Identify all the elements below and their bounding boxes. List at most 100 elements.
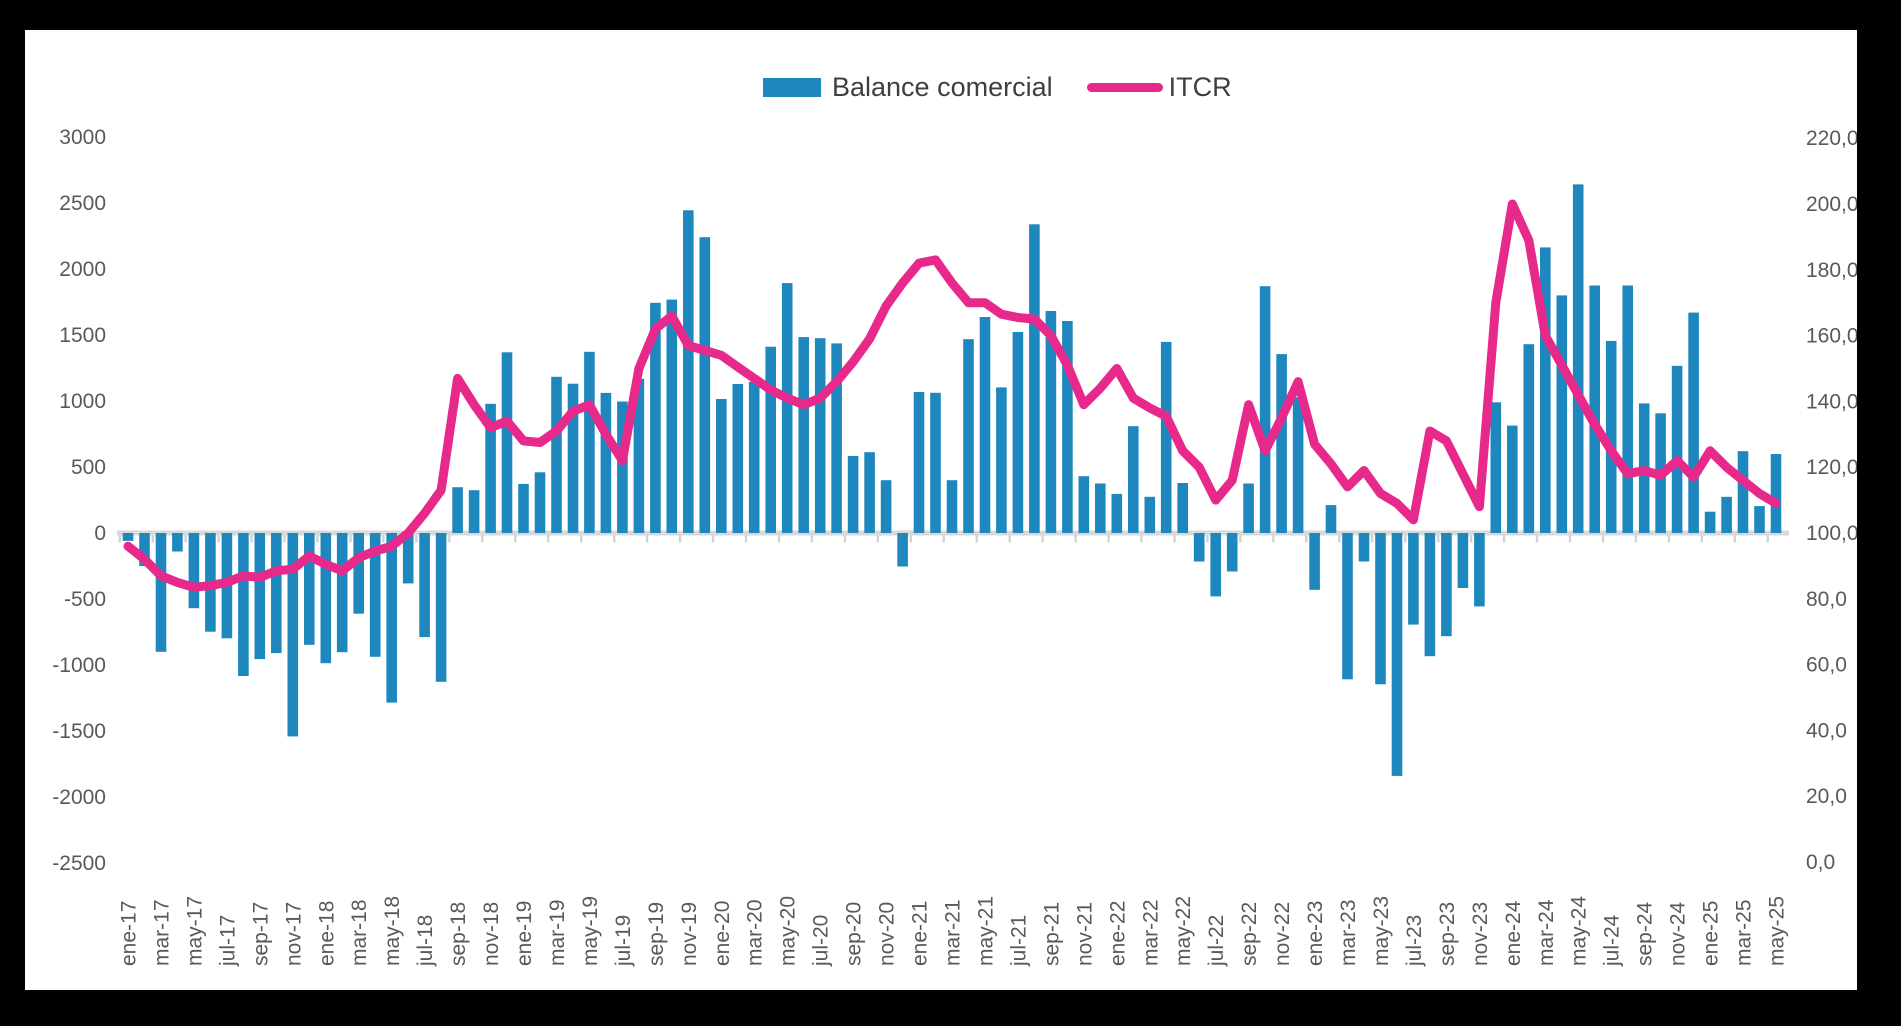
bar-ene-20 bbox=[716, 399, 727, 533]
bar-ene-17 bbox=[122, 533, 134, 541]
bar-ene-21 bbox=[913, 392, 925, 533]
bar-dic-23 bbox=[1490, 402, 1502, 533]
svg-text:60,0: 60,0 bbox=[1806, 654, 1847, 677]
svg-text:may-24: may-24 bbox=[1568, 896, 1591, 966]
bar-jul-20 bbox=[814, 338, 826, 533]
bar-jul-21 bbox=[1012, 332, 1024, 533]
svg-text:may-18: may-18 bbox=[381, 896, 404, 966]
svg-text:sep-23: sep-23 bbox=[1436, 902, 1459, 966]
bar-abr-22 bbox=[1160, 341, 1172, 533]
svg-text:0: 0 bbox=[94, 522, 106, 545]
svg-text:jul-18: jul-18 bbox=[414, 915, 437, 967]
bar-ago-22 bbox=[1226, 533, 1238, 572]
svg-text:jul-23: jul-23 bbox=[1403, 915, 1426, 967]
bar-may-24 bbox=[1572, 184, 1584, 533]
bar-ago-18 bbox=[435, 533, 447, 682]
bar-oct-20 bbox=[864, 452, 875, 533]
bar-jun-21 bbox=[996, 387, 1007, 533]
svg-text:mar-17: mar-17 bbox=[151, 899, 174, 966]
bar-jun-19 bbox=[600, 392, 612, 533]
left-axis: 3000 2500 2000 1500 1000 500 0 -500 -1000 -1500 -2… bbox=[52, 126, 106, 875]
bar-may-23 bbox=[1375, 533, 1386, 685]
svg-text:mar-24: mar-24 bbox=[1535, 899, 1558, 966]
bar-jun-20 bbox=[798, 337, 809, 533]
bar-mar-21 bbox=[946, 480, 958, 533]
svg-text:40,0: 40,0 bbox=[1806, 719, 1847, 742]
bar-feb-22 bbox=[1128, 426, 1139, 533]
svg-text:nov-19: nov-19 bbox=[678, 902, 701, 966]
svg-text:may-21: may-21 bbox=[975, 896, 998, 966]
bar-abr-19 bbox=[567, 383, 579, 533]
svg-text:jul-17: jul-17 bbox=[216, 915, 239, 967]
svg-text:may-20: may-20 bbox=[777, 896, 800, 966]
bar-may-18 bbox=[386, 533, 397, 703]
bar-ago-24 bbox=[1622, 285, 1633, 533]
bar-nov-19 bbox=[683, 210, 694, 534]
svg-text:sep-18: sep-18 bbox=[447, 902, 470, 966]
svg-text:100,0: 100,0 bbox=[1806, 522, 1857, 545]
bar-jul-24 bbox=[1605, 340, 1617, 533]
bar-nov-23 bbox=[1474, 533, 1485, 607]
svg-text:ene-22: ene-22 bbox=[1106, 901, 1129, 966]
svg-text:-2000: -2000 bbox=[52, 786, 106, 809]
bar-may-19 bbox=[584, 351, 595, 533]
svg-text:mar-18: mar-18 bbox=[348, 899, 371, 966]
svg-text:mar-21: mar-21 bbox=[942, 899, 965, 966]
bar-dic-24 bbox=[1688, 312, 1699, 533]
bar-sep-20 bbox=[847, 455, 859, 533]
bar-feb-24 bbox=[1523, 344, 1535, 533]
bar-feb-21 bbox=[930, 392, 941, 533]
bar-feb-18 bbox=[336, 533, 348, 653]
svg-text:jul-20: jul-20 bbox=[810, 915, 833, 967]
x-axis-labels: ene-17 mar-17 may-17 jul-17 sep-17 nov-17 ene-… bbox=[118, 896, 1789, 967]
bar-jun-18 bbox=[402, 533, 414, 584]
svg-text:nov-23: nov-23 bbox=[1469, 902, 1492, 966]
bar-ago-17 bbox=[238, 533, 249, 676]
bar-ago-19 bbox=[633, 378, 645, 533]
bar-abr-18 bbox=[369, 533, 381, 657]
bar-ene-19 bbox=[518, 483, 529, 533]
bar-swatch-icon bbox=[763, 78, 821, 97]
svg-text:nov-22: nov-22 bbox=[1271, 902, 1294, 966]
svg-text:jul-19: jul-19 bbox=[612, 915, 635, 967]
bar-jul-18 bbox=[419, 533, 430, 638]
svg-text:nov-18: nov-18 bbox=[480, 902, 503, 966]
bar-mar-22 bbox=[1144, 496, 1156, 533]
svg-text:500: 500 bbox=[71, 456, 106, 479]
bar-sep-19 bbox=[650, 302, 661, 533]
bar-nov-20 bbox=[880, 480, 892, 533]
bar-feb-17 bbox=[139, 533, 150, 566]
bar-dic-21 bbox=[1095, 483, 1106, 533]
legend-item-itcr: ITCR bbox=[1086, 72, 1232, 103]
bar-feb-23 bbox=[1325, 505, 1337, 533]
svg-text:3000: 3000 bbox=[59, 126, 106, 149]
svg-text:jul-22: jul-22 bbox=[1205, 915, 1228, 967]
svg-text:ene-17: ene-17 bbox=[118, 901, 141, 966]
bar-oct-17 bbox=[271, 533, 282, 654]
right-axis: 220,0 200,0 180,0 160,0 140,0 120,0 100,0 80,0 6… bbox=[1806, 127, 1859, 874]
legend-label-itcr: ITCR bbox=[1168, 72, 1232, 102]
svg-text:ene-25: ene-25 bbox=[1700, 901, 1723, 966]
bar-oct-21 bbox=[1062, 321, 1073, 533]
svg-text:nov-17: nov-17 bbox=[282, 902, 305, 966]
bar-abr-23 bbox=[1358, 533, 1370, 562]
bar-oct-18 bbox=[468, 490, 480, 533]
bar-abr-17 bbox=[172, 533, 183, 552]
bar-jun-24 bbox=[1589, 285, 1600, 533]
bar-sep-23 bbox=[1441, 533, 1452, 637]
bar-jun-22 bbox=[1193, 533, 1205, 562]
balance-bars bbox=[122, 184, 1782, 776]
bar-mar-24 bbox=[1540, 247, 1551, 533]
svg-text:0,0: 0,0 bbox=[1806, 851, 1835, 874]
svg-text:mar-25: mar-25 bbox=[1733, 899, 1756, 966]
bar-ene-23 bbox=[1309, 533, 1320, 590]
bar-feb-19 bbox=[534, 472, 546, 533]
combo-chart: 3000 2500 2000 1500 1000 500 0 -500 -1000 -1500 -2… bbox=[52, 126, 1859, 967]
svg-text:2000: 2000 bbox=[59, 258, 106, 281]
bar-ago-20 bbox=[831, 343, 842, 533]
bar-jun-23 bbox=[1391, 533, 1403, 776]
svg-text:nov-24: nov-24 bbox=[1667, 901, 1690, 966]
svg-text:ene-21: ene-21 bbox=[909, 901, 932, 966]
svg-text:sep-21: sep-21 bbox=[1040, 902, 1063, 966]
svg-text:1500: 1500 bbox=[59, 324, 106, 347]
